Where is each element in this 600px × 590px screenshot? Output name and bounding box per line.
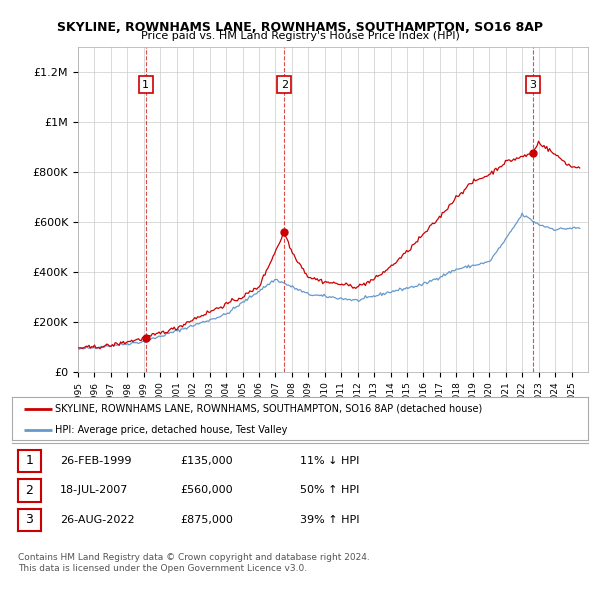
Text: 3: 3 [529, 80, 536, 90]
Text: £875,000: £875,000 [180, 515, 233, 525]
Text: 1: 1 [25, 454, 34, 467]
Text: Contains HM Land Registry data © Crown copyright and database right 2024.: Contains HM Land Registry data © Crown c… [18, 553, 370, 562]
Text: 1: 1 [142, 80, 149, 90]
Text: Price paid vs. HM Land Registry's House Price Index (HPI): Price paid vs. HM Land Registry's House … [140, 31, 460, 41]
Text: 39% ↑ HPI: 39% ↑ HPI [300, 515, 359, 525]
Text: 18-JUL-2007: 18-JUL-2007 [60, 486, 128, 495]
Text: 11% ↓ HPI: 11% ↓ HPI [300, 456, 359, 466]
Text: SKYLINE, ROWNHAMS LANE, ROWNHAMS, SOUTHAMPTON, SO16 8AP: SKYLINE, ROWNHAMS LANE, ROWNHAMS, SOUTHA… [57, 21, 543, 34]
Text: £560,000: £560,000 [180, 486, 233, 495]
Text: £135,000: £135,000 [180, 456, 233, 466]
Text: 26-AUG-2022: 26-AUG-2022 [60, 515, 134, 525]
Text: 26-FEB-1999: 26-FEB-1999 [60, 456, 131, 466]
Text: 2: 2 [25, 484, 34, 497]
Text: HPI: Average price, detached house, Test Valley: HPI: Average price, detached house, Test… [55, 425, 287, 435]
Text: This data is licensed under the Open Government Licence v3.0.: This data is licensed under the Open Gov… [18, 564, 307, 573]
Text: 3: 3 [25, 513, 34, 526]
Text: SKYLINE, ROWNHAMS LANE, ROWNHAMS, SOUTHAMPTON, SO16 8AP (detached house): SKYLINE, ROWNHAMS LANE, ROWNHAMS, SOUTHA… [55, 404, 482, 414]
Text: 50% ↑ HPI: 50% ↑ HPI [300, 486, 359, 495]
Text: 2: 2 [281, 80, 288, 90]
